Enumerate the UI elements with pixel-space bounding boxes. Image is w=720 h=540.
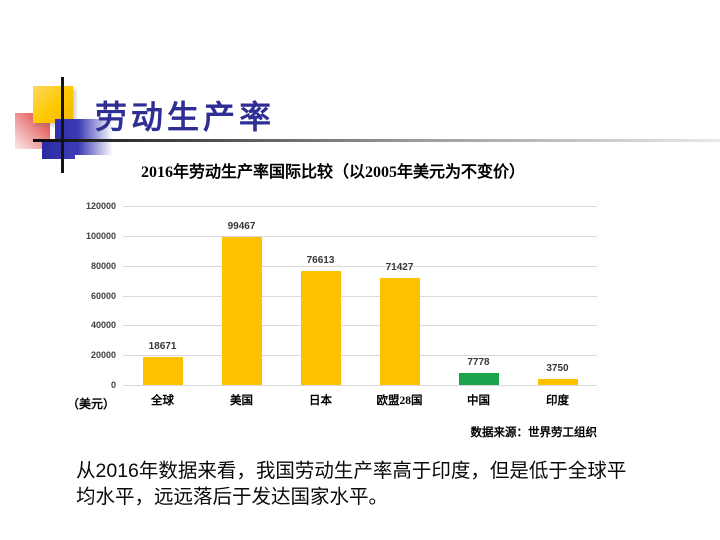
body-text-line: 均水平，远远落后于发达国家水平。 [76, 486, 389, 508]
y-axis-tick-label: 60000 [90, 290, 116, 301]
bar-value-label: 76613 [306, 254, 335, 266]
bar-美国 [221, 236, 262, 385]
gridline [123, 295, 597, 297]
gridline [123, 385, 597, 386]
gridline [123, 265, 597, 267]
gridline [123, 355, 597, 357]
x-axis-tick-label: 中国 [467, 395, 490, 407]
x-axis-tick-label: 印度 [546, 395, 569, 407]
y-axis-tick-label: 120000 [85, 201, 116, 211]
bar-欧盟28国 [379, 278, 420, 385]
bar-value-label: 3750 [546, 363, 569, 375]
chart-plot-area: 0 20000 40000 60000 80000 100000 120000 18671 全球… [86, 201, 597, 407]
x-axis-tick-label: 日本 [309, 395, 332, 407]
gridline [123, 206, 597, 207]
deco-blue-small-square [42, 142, 75, 159]
page-title: 劳动生产率 [95, 99, 276, 135]
y-axis-unit-label: （美元） [67, 397, 116, 411]
x-axis-tick-label: 欧盟28国 [376, 395, 423, 407]
gridline [123, 325, 597, 327]
bar-全球 [142, 357, 183, 385]
y-axis-tick-label: 80000 [90, 260, 116, 271]
gridline [123, 235, 597, 237]
bar-chart: 2016年劳动生产率国际比较（以2005年美元为不变价） 0 20000 40000… [63, 150, 625, 450]
bar-印度 [537, 379, 578, 385]
bar-value-label: 71427 [385, 262, 414, 274]
data-source-note: 数据来源：世界劳工组织 [470, 427, 598, 439]
y-axis-tick-label: 100000 [85, 230, 116, 241]
bar-value-label: 7778 [467, 357, 490, 369]
y-axis-tick-label: 20000 [90, 350, 116, 361]
deco-vertical-line [61, 77, 64, 173]
bar-value-label: 18671 [148, 341, 177, 353]
deco-yellow-square [33, 86, 73, 123]
bar-中国 [458, 373, 499, 385]
body-text-line: 从2016年数据来看，我国劳动生产率高于印度，但是低于全球平 [76, 460, 627, 482]
y-axis-tick-label: 40000 [90, 320, 116, 331]
bar-日本 [300, 270, 341, 385]
x-axis-tick-label: 美国 [230, 395, 253, 407]
chart-title: 2016年劳动生产率国际比较（以2005年美元为不变价） [140, 164, 525, 181]
y-axis-tick-label: 0 [110, 380, 116, 390]
bar-value-label: 99467 [227, 220, 256, 232]
x-axis-tick-label: 全球 [151, 395, 174, 407]
title-divider-line [33, 139, 720, 142]
body-text: 从2016年数据来看，我国劳动生产率高于印度，但是低于全球平 均水平，远远落后于… [76, 458, 676, 510]
